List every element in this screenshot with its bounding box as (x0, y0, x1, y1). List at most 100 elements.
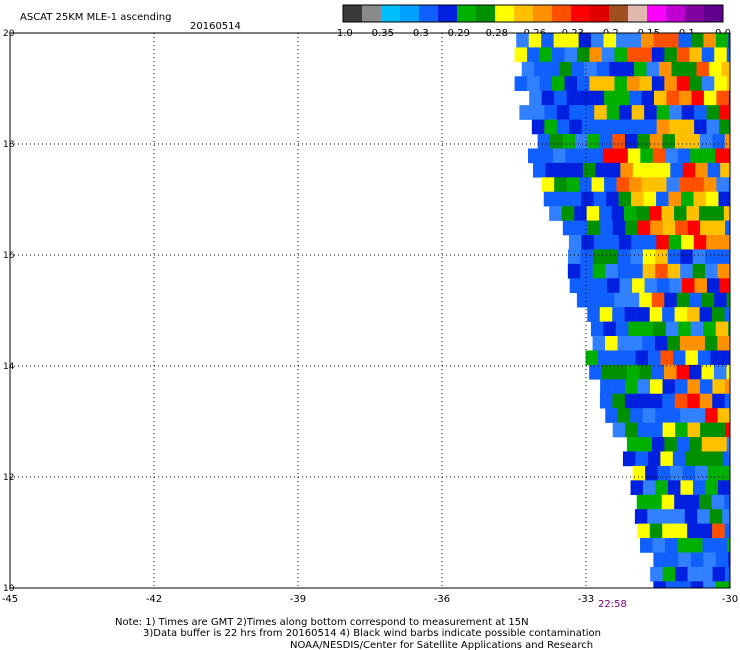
wind-cell (655, 249, 669, 265)
wind-cell (687, 523, 700, 539)
wind-cell (700, 566, 713, 582)
wind-cell (630, 263, 644, 279)
wind-cell (680, 408, 693, 423)
wind-cell (714, 76, 728, 92)
wind-cell (625, 422, 638, 438)
wind-cell (665, 33, 679, 48)
wind-cell (581, 105, 595, 120)
wind-cell (715, 148, 728, 164)
wind-cell (662, 566, 676, 582)
wind-cell (620, 162, 634, 178)
wind-cell (677, 538, 691, 553)
wind-cell (662, 307, 675, 322)
wind-cell (651, 292, 665, 308)
wind-cell (587, 220, 601, 236)
wind-cell (712, 134, 726, 149)
wind-cell (693, 235, 707, 250)
colorbar-segment (514, 5, 534, 22)
wind-cell (653, 581, 667, 589)
wind-cell (584, 61, 597, 77)
wind-cell (569, 278, 583, 294)
wind-cell (647, 509, 661, 524)
wind-cell (689, 437, 703, 452)
wind-cell (678, 90, 692, 106)
wind-cell (699, 523, 713, 539)
wind-cell (619, 119, 633, 135)
wind-cell (544, 119, 558, 135)
wind-cell (654, 90, 667, 106)
wind-cell (682, 465, 696, 481)
wind-cell (610, 350, 624, 366)
wind-cell (656, 191, 669, 207)
wind-cell (676, 292, 690, 308)
wind-cell (619, 278, 633, 294)
wind-cell (687, 422, 701, 438)
wind-cell (653, 321, 667, 337)
wind-cell (676, 76, 690, 92)
wind-cell (561, 206, 575, 221)
wind-cell (575, 134, 588, 149)
wind-cell (664, 292, 678, 308)
wind-cell (586, 206, 600, 221)
colorbar-segment (552, 5, 572, 22)
wind-cell (708, 61, 722, 77)
wind-cell (651, 364, 665, 380)
wind-cell (668, 191, 682, 207)
wind-cell (659, 509, 673, 524)
wind-cell (579, 90, 592, 106)
wind-cell (606, 119, 620, 135)
wind-cell (710, 350, 724, 366)
wind-cell (706, 105, 720, 120)
wind-cell (591, 90, 605, 106)
wind-cell (704, 336, 718, 351)
wind-cell (531, 119, 545, 135)
wind-cell (655, 263, 668, 279)
wind-cell (717, 336, 731, 351)
wind-cell (582, 162, 596, 178)
wind-cell (664, 76, 678, 92)
colorbar-segment (362, 5, 382, 22)
y-tick-labels: 20 18 16 14 12 10 (3, 29, 15, 594)
wind-cell (711, 494, 725, 510)
wind-cell (712, 422, 726, 438)
wind-cell (725, 422, 731, 438)
wind-cell (552, 47, 565, 63)
wind-cell (617, 408, 631, 423)
wind-cell (591, 33, 604, 48)
wind-cell (693, 191, 707, 207)
wind-cell (537, 134, 551, 149)
wind-cell (692, 336, 706, 351)
wind-cell (697, 509, 711, 524)
wind-cell (687, 134, 701, 149)
wind-cell (655, 408, 668, 423)
wind-cell (687, 393, 701, 409)
x-tick-label: -30 (722, 594, 738, 605)
wind-cell (514, 76, 528, 92)
wind-cell (589, 364, 602, 380)
wind-cell (643, 191, 657, 207)
wind-cell (718, 235, 731, 250)
wind-cell (625, 220, 639, 236)
wind-cell (554, 177, 567, 193)
y-tick-label: 18 (3, 140, 15, 150)
wind-cell (639, 364, 652, 380)
wind-cell (650, 422, 663, 438)
wind-cell (549, 206, 562, 221)
wind-cell (721, 61, 731, 77)
wind-cell (631, 191, 644, 207)
wind-cell (705, 249, 719, 265)
wind-cell (662, 220, 676, 236)
wind-cell (621, 61, 635, 77)
wind-cell (703, 90, 717, 106)
wind-cell (541, 177, 555, 193)
colorbar (342, 4, 724, 23)
wind-cell (625, 379, 638, 395)
wind-cell (521, 61, 535, 77)
wind-cell (644, 278, 658, 294)
wind-cell (691, 177, 705, 193)
wind-cell (670, 465, 683, 481)
wind-cell (678, 552, 692, 568)
colorbar-segment (685, 5, 705, 22)
wind-cell (674, 379, 688, 395)
wind-cell (706, 119, 720, 135)
